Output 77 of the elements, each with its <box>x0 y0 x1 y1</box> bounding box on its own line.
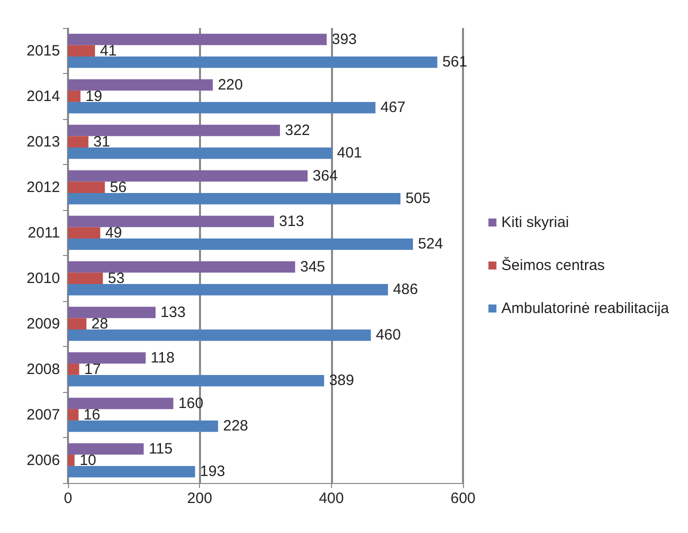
bar <box>68 136 88 148</box>
bar <box>68 192 400 204</box>
data-label: 467 <box>380 99 406 116</box>
bar <box>68 261 296 273</box>
y-tick-label: 2010 <box>26 270 60 287</box>
y-tick-label: 2012 <box>26 178 60 196</box>
data-label: 16 <box>84 406 100 424</box>
data-label: 393 <box>332 30 357 48</box>
bar <box>68 45 95 56</box>
data-label: 115 <box>148 440 173 458</box>
bar <box>68 90 81 102</box>
bar <box>68 364 80 375</box>
x-tick-label: 400 <box>318 490 344 507</box>
bar <box>68 170 308 182</box>
bar <box>68 147 332 159</box>
data-label: 364 <box>312 167 338 184</box>
data-label: 193 <box>200 463 226 480</box>
data-label: 460 <box>376 326 401 344</box>
bar <box>68 454 75 466</box>
bar <box>68 227 100 238</box>
bar <box>68 420 218 432</box>
legend-label: Šeimos centras <box>501 256 605 274</box>
y-tick-label: 2008 <box>26 360 60 378</box>
legend-label: Ambulatorinė reabilitacija <box>501 300 670 317</box>
data-label: 53 <box>108 270 125 287</box>
bar <box>68 443 144 455</box>
x-tick-label: 600 <box>450 490 476 507</box>
bar <box>68 352 146 364</box>
data-label: 118 <box>150 349 175 366</box>
data-label: 49 <box>105 224 122 242</box>
data-label: 401 <box>336 144 362 162</box>
data-label: 228 <box>223 418 248 435</box>
bar <box>68 466 196 478</box>
legend-label: Kiti skyriai <box>501 214 569 231</box>
data-label: 19 <box>86 88 102 105</box>
y-tick-label: 2014 <box>26 88 60 105</box>
data-label: 505 <box>405 190 430 208</box>
data-label: 31 <box>93 133 110 150</box>
data-label: 41 <box>100 42 117 60</box>
bar <box>68 34 327 46</box>
y-tick-label: 2015 <box>26 42 60 60</box>
bar <box>68 79 213 91</box>
bar <box>68 182 105 193</box>
data-label: 486 <box>392 281 418 298</box>
data-label: 389 <box>329 372 354 390</box>
y-tick-label: 2006 <box>26 452 60 469</box>
bar <box>68 409 79 420</box>
bar <box>68 56 438 68</box>
y-tick-label: 2009 <box>26 315 60 332</box>
data-label: 133 <box>160 304 186 321</box>
y-tick-label: 2013 <box>26 133 60 150</box>
data-label: 524 <box>418 236 443 253</box>
x-tick-label: 0 <box>64 490 72 507</box>
data-label: 10 <box>80 452 96 469</box>
bar <box>68 238 413 250</box>
bar <box>68 398 174 410</box>
y-tick-label: 2007 <box>26 406 60 424</box>
data-label: 160 <box>178 394 204 412</box>
bar <box>68 306 156 318</box>
data-label: 345 <box>300 258 326 276</box>
y-tick-label: 2011 <box>28 224 60 242</box>
bar <box>68 102 376 114</box>
data-label: 561 <box>442 54 468 71</box>
data-label: 17 <box>84 360 101 378</box>
x-tick-label: 200 <box>187 490 212 507</box>
data-label: 313 <box>279 212 304 230</box>
bar <box>68 272 103 284</box>
data-label: 56 <box>110 178 127 196</box>
data-label: 322 <box>284 122 310 139</box>
bar <box>68 124 280 136</box>
data-label: 28 <box>91 315 108 332</box>
bar <box>68 216 274 228</box>
bar <box>68 329 371 341</box>
bar <box>68 374 324 386</box>
data-label: 220 <box>218 76 243 94</box>
bar <box>68 284 388 296</box>
bar <box>68 318 86 330</box>
